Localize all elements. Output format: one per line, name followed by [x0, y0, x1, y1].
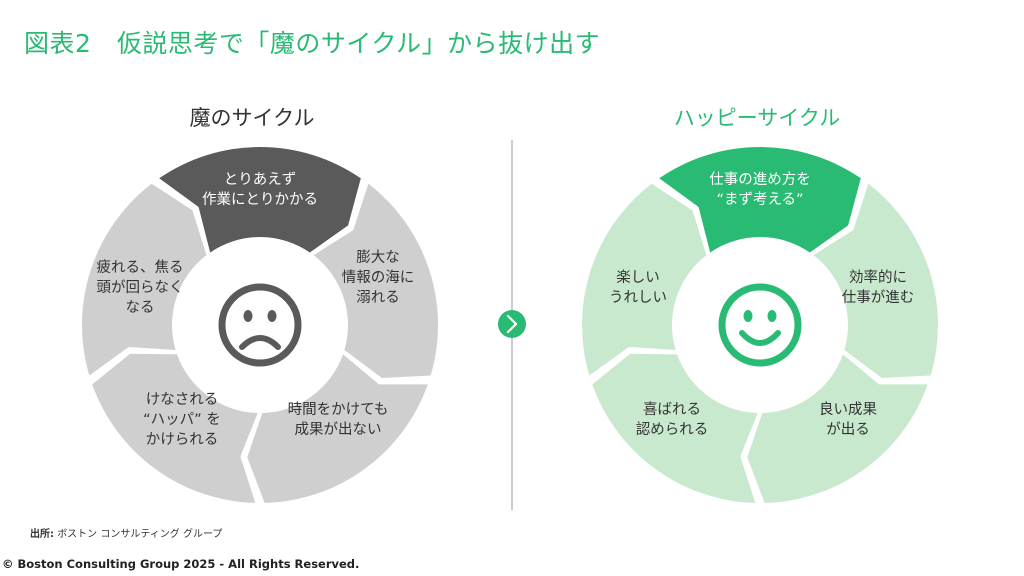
left-segment-1-label: 作業にとりかかる [202, 191, 318, 208]
sad-face-icon [218, 283, 302, 367]
left-segment-1-label: とりあえず [224, 171, 297, 188]
right-segment-2-label: 仕事が進む [842, 289, 915, 306]
right-segment-5-label: 楽しい [616, 269, 660, 286]
right-cycle-heading: ハッピーサイクル [673, 106, 841, 130]
left-segment-2-label: 情報の海に [342, 269, 415, 286]
left-segment-5-label: 疲れる、焦る [97, 259, 184, 276]
right-segment-1 [659, 146, 861, 253]
right-segment-5-label: うれしい [609, 289, 667, 306]
happy-face-icon [718, 283, 802, 367]
left-segment-5-label: 頭が回らなく [97, 279, 184, 296]
left-segment-2 [313, 183, 438, 379]
left-segment-5-label: なる [126, 299, 155, 316]
right-segment-3-label: が出る [826, 421, 870, 438]
left-segment-2-label: 溺れる [356, 289, 400, 306]
left-segment-1 [159, 146, 361, 253]
left-cycle-heading: 魔のサイクル [189, 106, 315, 130]
left-segment-3-label: 時間をかけても [288, 401, 389, 418]
source-text: ボストン コンサルティング グループ [57, 529, 223, 540]
left-segment-3-label: 成果が出ない [295, 421, 382, 438]
left-segment-5 [82, 183, 207, 376]
right-segment-4-label: 喜ばれる [643, 401, 701, 418]
left-segment-2-label: 膨大な [356, 249, 400, 266]
right-segment-4 [592, 353, 758, 503]
page-title: 図表2 仮説思考で「魔のサイクル」から抜け出す [24, 29, 601, 58]
source-note: 出所: ボストン コンサルティング グループ [30, 525, 222, 540]
right-segment-2-label: 効率的に [849, 269, 907, 286]
left-segment-4 [92, 353, 258, 503]
right-segment-4-label: 認められる [636, 421, 709, 438]
left-segment-4-label: “ハッパ” を [143, 411, 221, 428]
copyright: © Boston Consulting Group 2025 - All Rig… [2, 557, 360, 571]
right-segment-5 [582, 183, 707, 376]
right-segment-3 [747, 354, 928, 503]
right-segment-1-label: 仕事の進め方を [709, 171, 811, 188]
chevron-right-icon [498, 310, 526, 338]
left-segment-4-label: けなされる [146, 391, 219, 408]
right-segment-1-label: “まず考える” [716, 191, 803, 208]
right-segment-2 [813, 183, 938, 379]
right-segment-3-label: 良い成果 [819, 401, 877, 418]
left-segment-4-label: かけられる [146, 431, 219, 448]
source-label: 出所: [30, 529, 54, 540]
left-segment-3 [247, 354, 428, 503]
